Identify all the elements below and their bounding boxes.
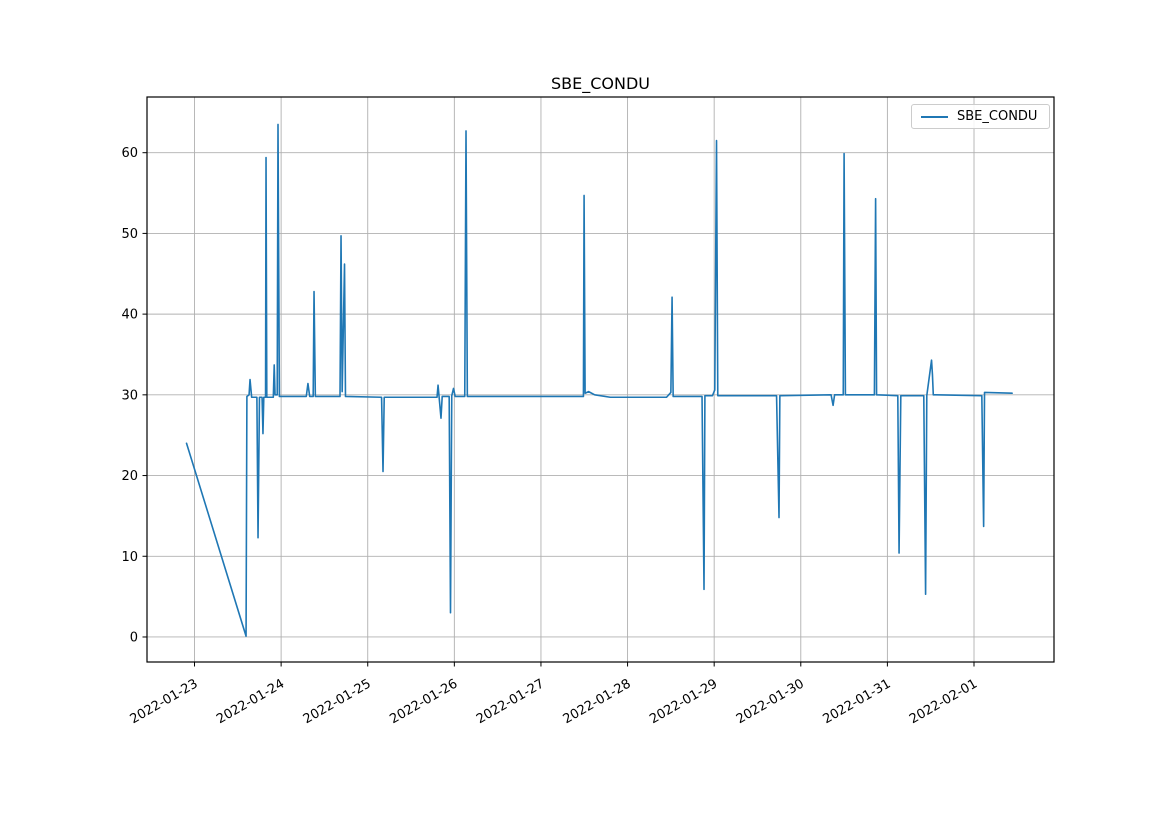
y-tick-label: 0 bbox=[130, 630, 138, 645]
x-tick-label: 2022-01-23 bbox=[128, 676, 201, 727]
x-tick-labels: 2022-01-23 2022-01-24 2022-01-25 2022-01-26… bbox=[128, 676, 980, 727]
grid bbox=[147, 97, 1054, 662]
x-tick-label: 2022-01-31 bbox=[820, 676, 893, 727]
tick-marks bbox=[142, 152, 975, 667]
y-tick-label: 50 bbox=[121, 227, 138, 242]
y-tick-label: 20 bbox=[121, 469, 138, 484]
axes bbox=[146, 96, 1055, 663]
chart-title: SBE_CONDU bbox=[550, 74, 650, 93]
x-tick-label: 2022-01-26 bbox=[387, 676, 460, 727]
y-tick-label: 10 bbox=[121, 550, 138, 565]
x-tick-label: 2022-01-30 bbox=[734, 676, 807, 727]
series-line bbox=[185, 123, 1013, 637]
plot-border bbox=[146, 96, 1055, 663]
legend: SBE_CONDU bbox=[911, 104, 1050, 129]
y-tick-labels: 0 10 20 30 40 50 60 bbox=[121, 146, 138, 645]
x-tick-label: 2022-02-01 bbox=[907, 676, 980, 727]
y-tick-label: 60 bbox=[121, 146, 138, 161]
legend-line-swatch bbox=[921, 115, 948, 118]
legend-label: SBE_CONDU bbox=[957, 109, 1038, 124]
series-lines bbox=[185, 123, 1013, 637]
y-tick-label: 30 bbox=[121, 388, 138, 403]
x-tick-label: 2022-01-24 bbox=[214, 676, 287, 727]
x-tick-label: 2022-01-27 bbox=[474, 676, 547, 727]
x-tick-label: 2022-01-25 bbox=[301, 676, 374, 727]
x-tick-label: 2022-01-29 bbox=[647, 676, 720, 727]
x-tick-label: 2022-01-28 bbox=[561, 676, 634, 727]
y-tick-label: 40 bbox=[121, 308, 138, 323]
